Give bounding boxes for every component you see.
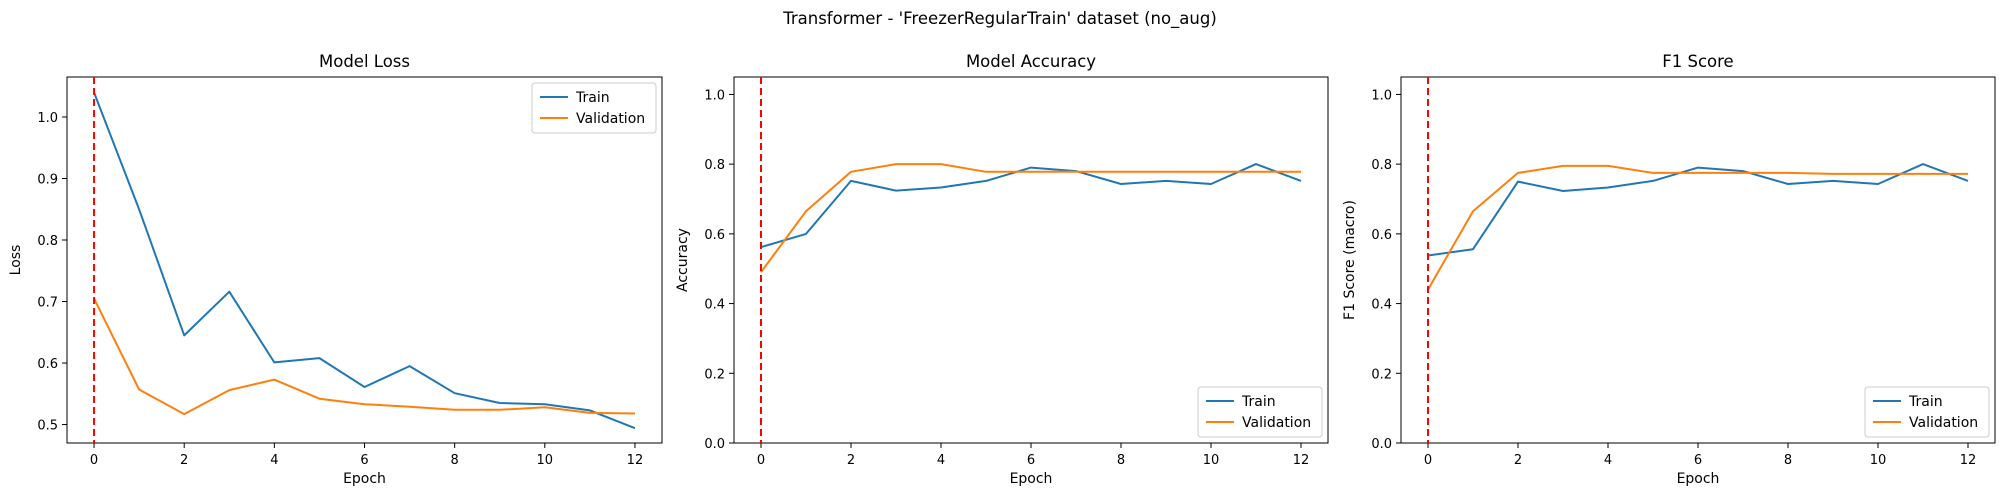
y-tick-label: 0.8 — [704, 158, 725, 173]
series-lines — [1427, 163, 1969, 291]
y-tick-label: 0.8 — [1371, 158, 1392, 173]
y-tick-label: 0.0 — [1371, 437, 1392, 452]
y-tick-label: 0.9 — [37, 172, 58, 187]
x-tick-label: 0 — [90, 453, 98, 468]
plot-title: Model Accuracy — [966, 52, 1096, 71]
legend-label-train: Train — [575, 90, 610, 106]
x-tick-label: 8 — [1117, 453, 1125, 468]
chart-panel-3: 0 2 4 6 8 10 12 0.0 0.2 0.4 0.6 0.8 1.0 F1 Score Epoch… — [1342, 52, 1996, 487]
x-tick-label: 6 — [360, 453, 368, 468]
x-tick-label: 12 — [627, 453, 644, 468]
legend-box — [1864, 386, 1990, 438]
x-tick-label: 8 — [1784, 453, 1792, 468]
y-tick-label: 0.7 — [37, 296, 58, 311]
y-tick-label: 0.4 — [704, 298, 725, 313]
x-tick-label: 0 — [1424, 453, 1432, 468]
legend-label-train: Train — [1908, 394, 1943, 410]
series-lines — [760, 163, 1302, 273]
x-tick-label: 12 — [1960, 453, 1977, 468]
legend: Train Validation — [531, 82, 657, 134]
y-tick-label: 0.6 — [37, 357, 58, 372]
x-tick-label: 4 — [937, 453, 945, 468]
x-tick-label: 2 — [847, 453, 855, 468]
y-tick-label: 0.2 — [1371, 367, 1392, 382]
series-line-train — [760, 163, 1302, 249]
legend-box — [531, 82, 657, 134]
x-tick-label: 10 — [537, 453, 554, 468]
y-tick-label: 1.0 — [704, 88, 725, 103]
y-axis-label: Loss — [8, 245, 24, 276]
x-tick-label: 10 — [1203, 453, 1220, 468]
x-tick-label: 2 — [1514, 453, 1522, 468]
x-tick-label: 4 — [1604, 453, 1612, 468]
y-tick-label: 0.5 — [37, 419, 58, 434]
x-axis-label: Epoch — [1010, 471, 1053, 487]
chart-panel-2: 0 2 4 6 8 10 12 0.0 0.2 0.4 0.6 0.8 1.0 Model Accurac… — [675, 52, 1329, 487]
x-tick-label: 2 — [180, 453, 188, 468]
x-axis-label: Epoch — [1677, 471, 1720, 487]
y-tick-label: 0.6 — [704, 228, 725, 243]
figure-suptitle: Transformer - 'FreezerRegularTrain' data… — [782, 9, 1217, 29]
x-tick-label: 6 — [1694, 453, 1702, 468]
legend: Train Validation — [1197, 386, 1323, 438]
y-tick-label: 0.6 — [1371, 228, 1392, 243]
legend: Train Validation — [1864, 386, 1990, 438]
legend-label-train: Train — [1241, 394, 1276, 410]
series-lines — [93, 92, 636, 430]
series-line-train — [1427, 163, 1969, 257]
plot-title: F1 Score — [1662, 52, 1733, 71]
x-tick-label: 0 — [757, 453, 765, 468]
x-tick-label: 12 — [1293, 453, 1310, 468]
x-tick-label: 4 — [270, 453, 278, 468]
y-tick-label: 0.4 — [1371, 298, 1392, 313]
y-axis-label: F1 Score (macro) — [1342, 200, 1358, 320]
plot-title: Model Loss — [319, 52, 410, 71]
y-tick-label: 0.8 — [37, 234, 58, 249]
legend-label-validation: Validation — [576, 111, 645, 127]
y-tick-label: 1.0 — [37, 111, 58, 126]
legend-label-validation: Validation — [1242, 415, 1311, 431]
series-line-validation — [1427, 164, 1968, 291]
series-line-validation — [760, 163, 1301, 273]
legend-box — [1197, 386, 1323, 438]
series-line-train — [93, 92, 636, 430]
x-axis-label: Epoch — [343, 471, 386, 487]
series-line-validation — [93, 297, 636, 416]
y-tick-label: 0.2 — [704, 367, 725, 382]
legend-label-validation: Validation — [1909, 415, 1978, 431]
y-axis-label: Accuracy — [675, 228, 691, 292]
y-tick-label: 1.0 — [1371, 88, 1392, 103]
x-tick-label: 8 — [451, 453, 459, 468]
x-tick-label: 10 — [1870, 453, 1887, 468]
x-tick-label: 6 — [1027, 453, 1035, 468]
chart-panel-1: 0 2 4 6 8 10 12 0.5 0.6 0.7 0.8 0.9 1.0 Model Loss Epo… — [8, 52, 663, 487]
chart-panels: 0 2 4 6 8 10 12 0.5 0.6 0.7 0.8 0.9 1.0 Model Loss Epo… — [8, 52, 1996, 487]
y-tick-label: 0.0 — [704, 437, 725, 452]
